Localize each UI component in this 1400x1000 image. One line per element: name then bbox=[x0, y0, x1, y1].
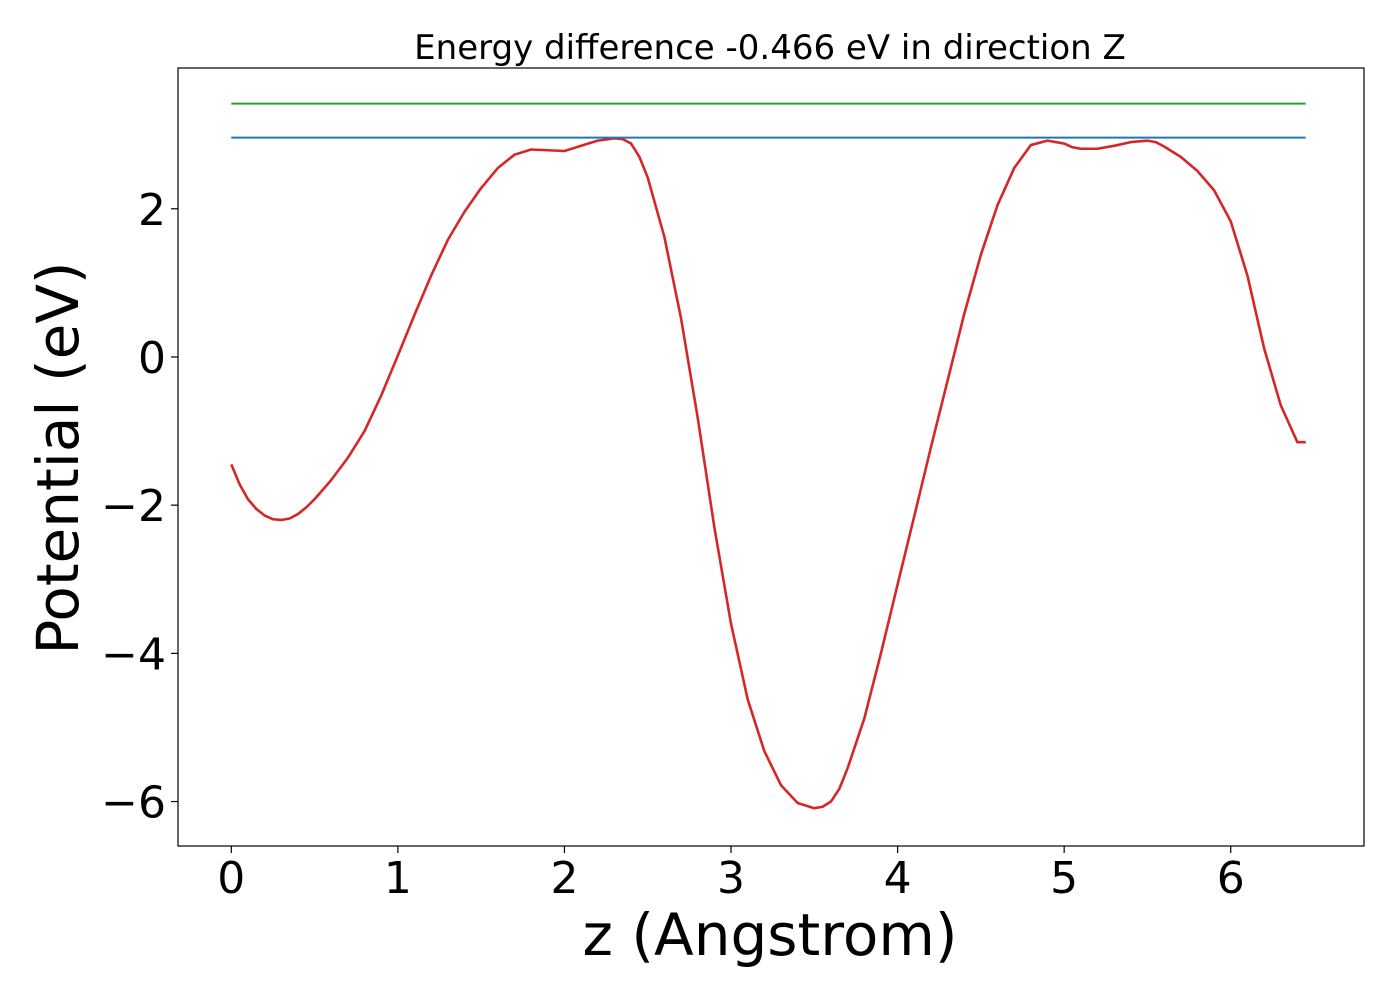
y-tick-label: −2 bbox=[101, 481, 166, 532]
y-axis-label: Potential (eV) bbox=[24, 261, 92, 654]
chart-title: Energy difference -0.466 eV in direction… bbox=[414, 28, 1126, 68]
x-axis: 0 1 2 3 4 5 6 bbox=[217, 846, 1245, 904]
x-tick-label: 4 bbox=[884, 853, 912, 904]
x-tick-label: 2 bbox=[550, 853, 578, 904]
x-tick-label: 0 bbox=[217, 853, 245, 904]
y-tick-label: −4 bbox=[101, 629, 166, 680]
y-tick-label: 2 bbox=[138, 185, 166, 236]
plot-frame bbox=[177, 67, 1365, 847]
x-tick-label: 5 bbox=[1050, 853, 1078, 904]
series-layer bbox=[230, 102, 1306, 810]
series-line-1 bbox=[230, 137, 1306, 810]
y-tick-label: 0 bbox=[138, 333, 166, 384]
x-tick-label: 1 bbox=[384, 853, 412, 904]
x-tick-label: 3 bbox=[717, 853, 745, 904]
x-tick-label: 6 bbox=[1217, 853, 1245, 904]
x-axis-label: z (Angstrom) bbox=[583, 901, 958, 969]
y-tick-label: −6 bbox=[101, 778, 166, 829]
y-axis: −6 −4 −2 0 2 bbox=[101, 185, 178, 829]
